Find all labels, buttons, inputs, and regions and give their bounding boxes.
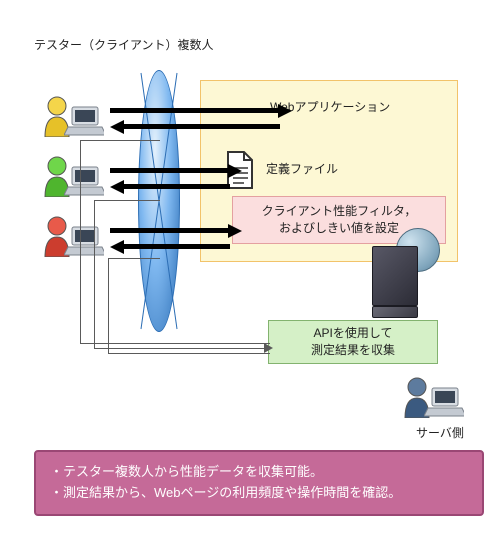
api-collect-box: APIを使用して測定結果を収集: [268, 320, 438, 364]
result-flow-line: [80, 140, 81, 343]
flow-arrow: [122, 124, 280, 129]
result-flow-line: [94, 200, 95, 348]
result-flow-line: [94, 200, 160, 201]
diagram-canvas: テスター（クライアント）複数人 Webアプリケーション 定義ファイル クライアン…: [0, 0, 500, 550]
summary-line-1: ・テスター複数人から性能データを収集可能。: [50, 462, 468, 483]
testers-title: テスター（クライアント）複数人: [34, 36, 214, 53]
result-flow-line: [108, 258, 109, 353]
result-flow-arrowhead: [264, 343, 273, 353]
result-flow-line: [80, 140, 160, 141]
flow-arrow: [110, 108, 280, 113]
definition-file-label: 定義ファイル: [266, 160, 338, 177]
result-flow-line: [108, 258, 160, 259]
result-flow-line: [94, 348, 270, 349]
server-side-label: サーバ側: [416, 424, 464, 441]
summary-box: ・テスター複数人から性能データを収集可能。 ・測定結果から、Webページの利用頻…: [34, 450, 484, 516]
flow-arrow: [122, 184, 230, 189]
result-flow-line: [108, 353, 270, 354]
flow-arrow: [110, 228, 230, 233]
tester-item: [402, 376, 464, 418]
tester-item: [42, 95, 104, 137]
tester-item: [42, 155, 104, 197]
summary-line-2: ・測定結果から、Webページの利用頻度や操作時間を確認。: [50, 483, 468, 504]
flow-arrow: [122, 244, 230, 249]
result-flow-line: [80, 343, 270, 344]
flow-arrow: [110, 168, 230, 173]
